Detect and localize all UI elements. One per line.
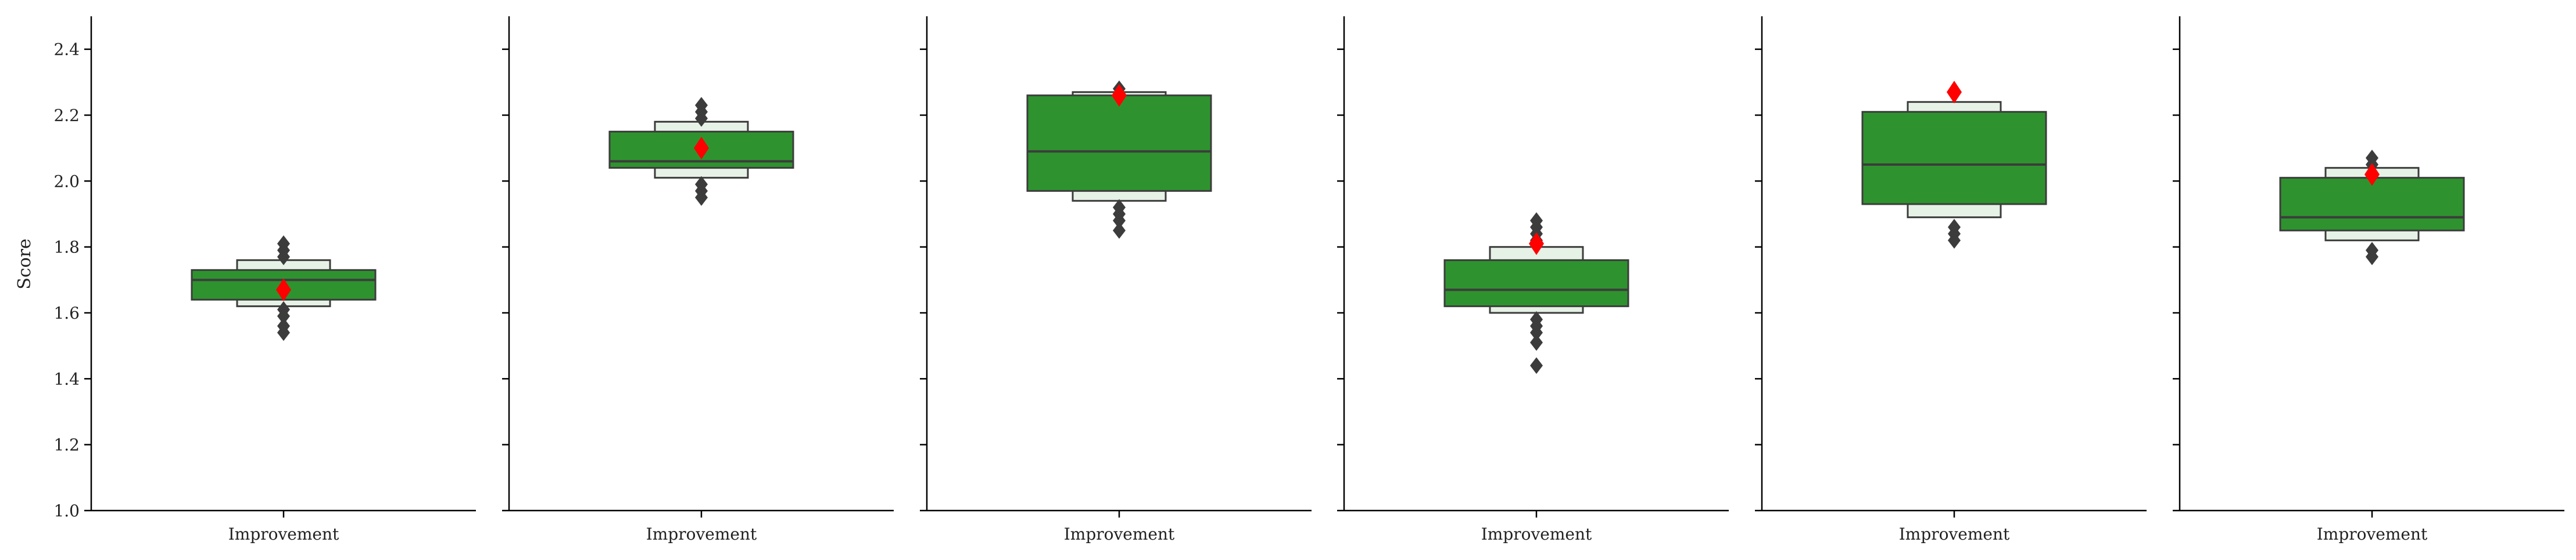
outlier-point [1948,219,1961,236]
panel-2: Improvement [502,16,894,544]
panel-5: Improvement [1755,16,2147,544]
x-tick-label: Improvement [646,525,757,544]
x-tick-label: Improvement [1899,525,2010,544]
outlier-point [1530,357,1543,374]
y-tick-label: 2.0 [53,172,80,191]
y-axis-label: Score [15,238,35,290]
mean-marker [276,278,291,301]
panels-group: 1.0 1.2 1.4 1.6 1.8 2.0 2.2 2.4 Improvement Impro… [53,16,2564,544]
outlier-point [1113,199,1126,216]
mean-marker [1529,232,1544,255]
outlier-point [277,235,290,252]
y-tick-label: 1.8 [53,238,80,257]
outlier-point [2366,149,2378,166]
outlier-point [277,318,290,334]
x-tick-label: Improvement [1064,525,1175,544]
y-tick-label: 2.4 [53,40,80,59]
outlier-point [2366,242,2378,259]
mean-marker [1947,80,1962,104]
outlier-point [1530,334,1543,351]
main-box [2279,177,2465,231]
panel-3: Improvement [920,16,1312,544]
mean-marker [2364,163,2380,186]
x-tick-label: Improvement [2317,525,2428,544]
x-tick-label: Improvement [228,525,339,544]
main-box [1443,259,1629,308]
outlier-point [277,301,290,318]
mean-marker [694,137,709,160]
outlier-point [695,176,708,193]
outlier-point [1113,222,1126,239]
y-tick-label: 1.4 [53,369,80,388]
x-tick-label: Improvement [1481,525,1592,544]
mean-marker [1112,84,1127,107]
y-tick-label: 1.2 [53,436,80,455]
y-tick-label: 1.0 [53,501,80,520]
main-box [1861,110,2047,205]
panel-1: 1.0 1.2 1.4 1.6 1.8 2.0 2.2 2.4 Improvement [53,16,476,544]
y-tick-label: 1.6 [53,304,80,323]
outlier-point [1530,311,1543,328]
main-box [1026,94,1212,192]
y-tick-label: 2.2 [53,106,80,125]
panel-6: Improvement [2173,16,2564,544]
outlier-point [695,97,708,114]
outlier-point [1530,212,1543,229]
panel-4: Improvement [1337,16,1729,544]
